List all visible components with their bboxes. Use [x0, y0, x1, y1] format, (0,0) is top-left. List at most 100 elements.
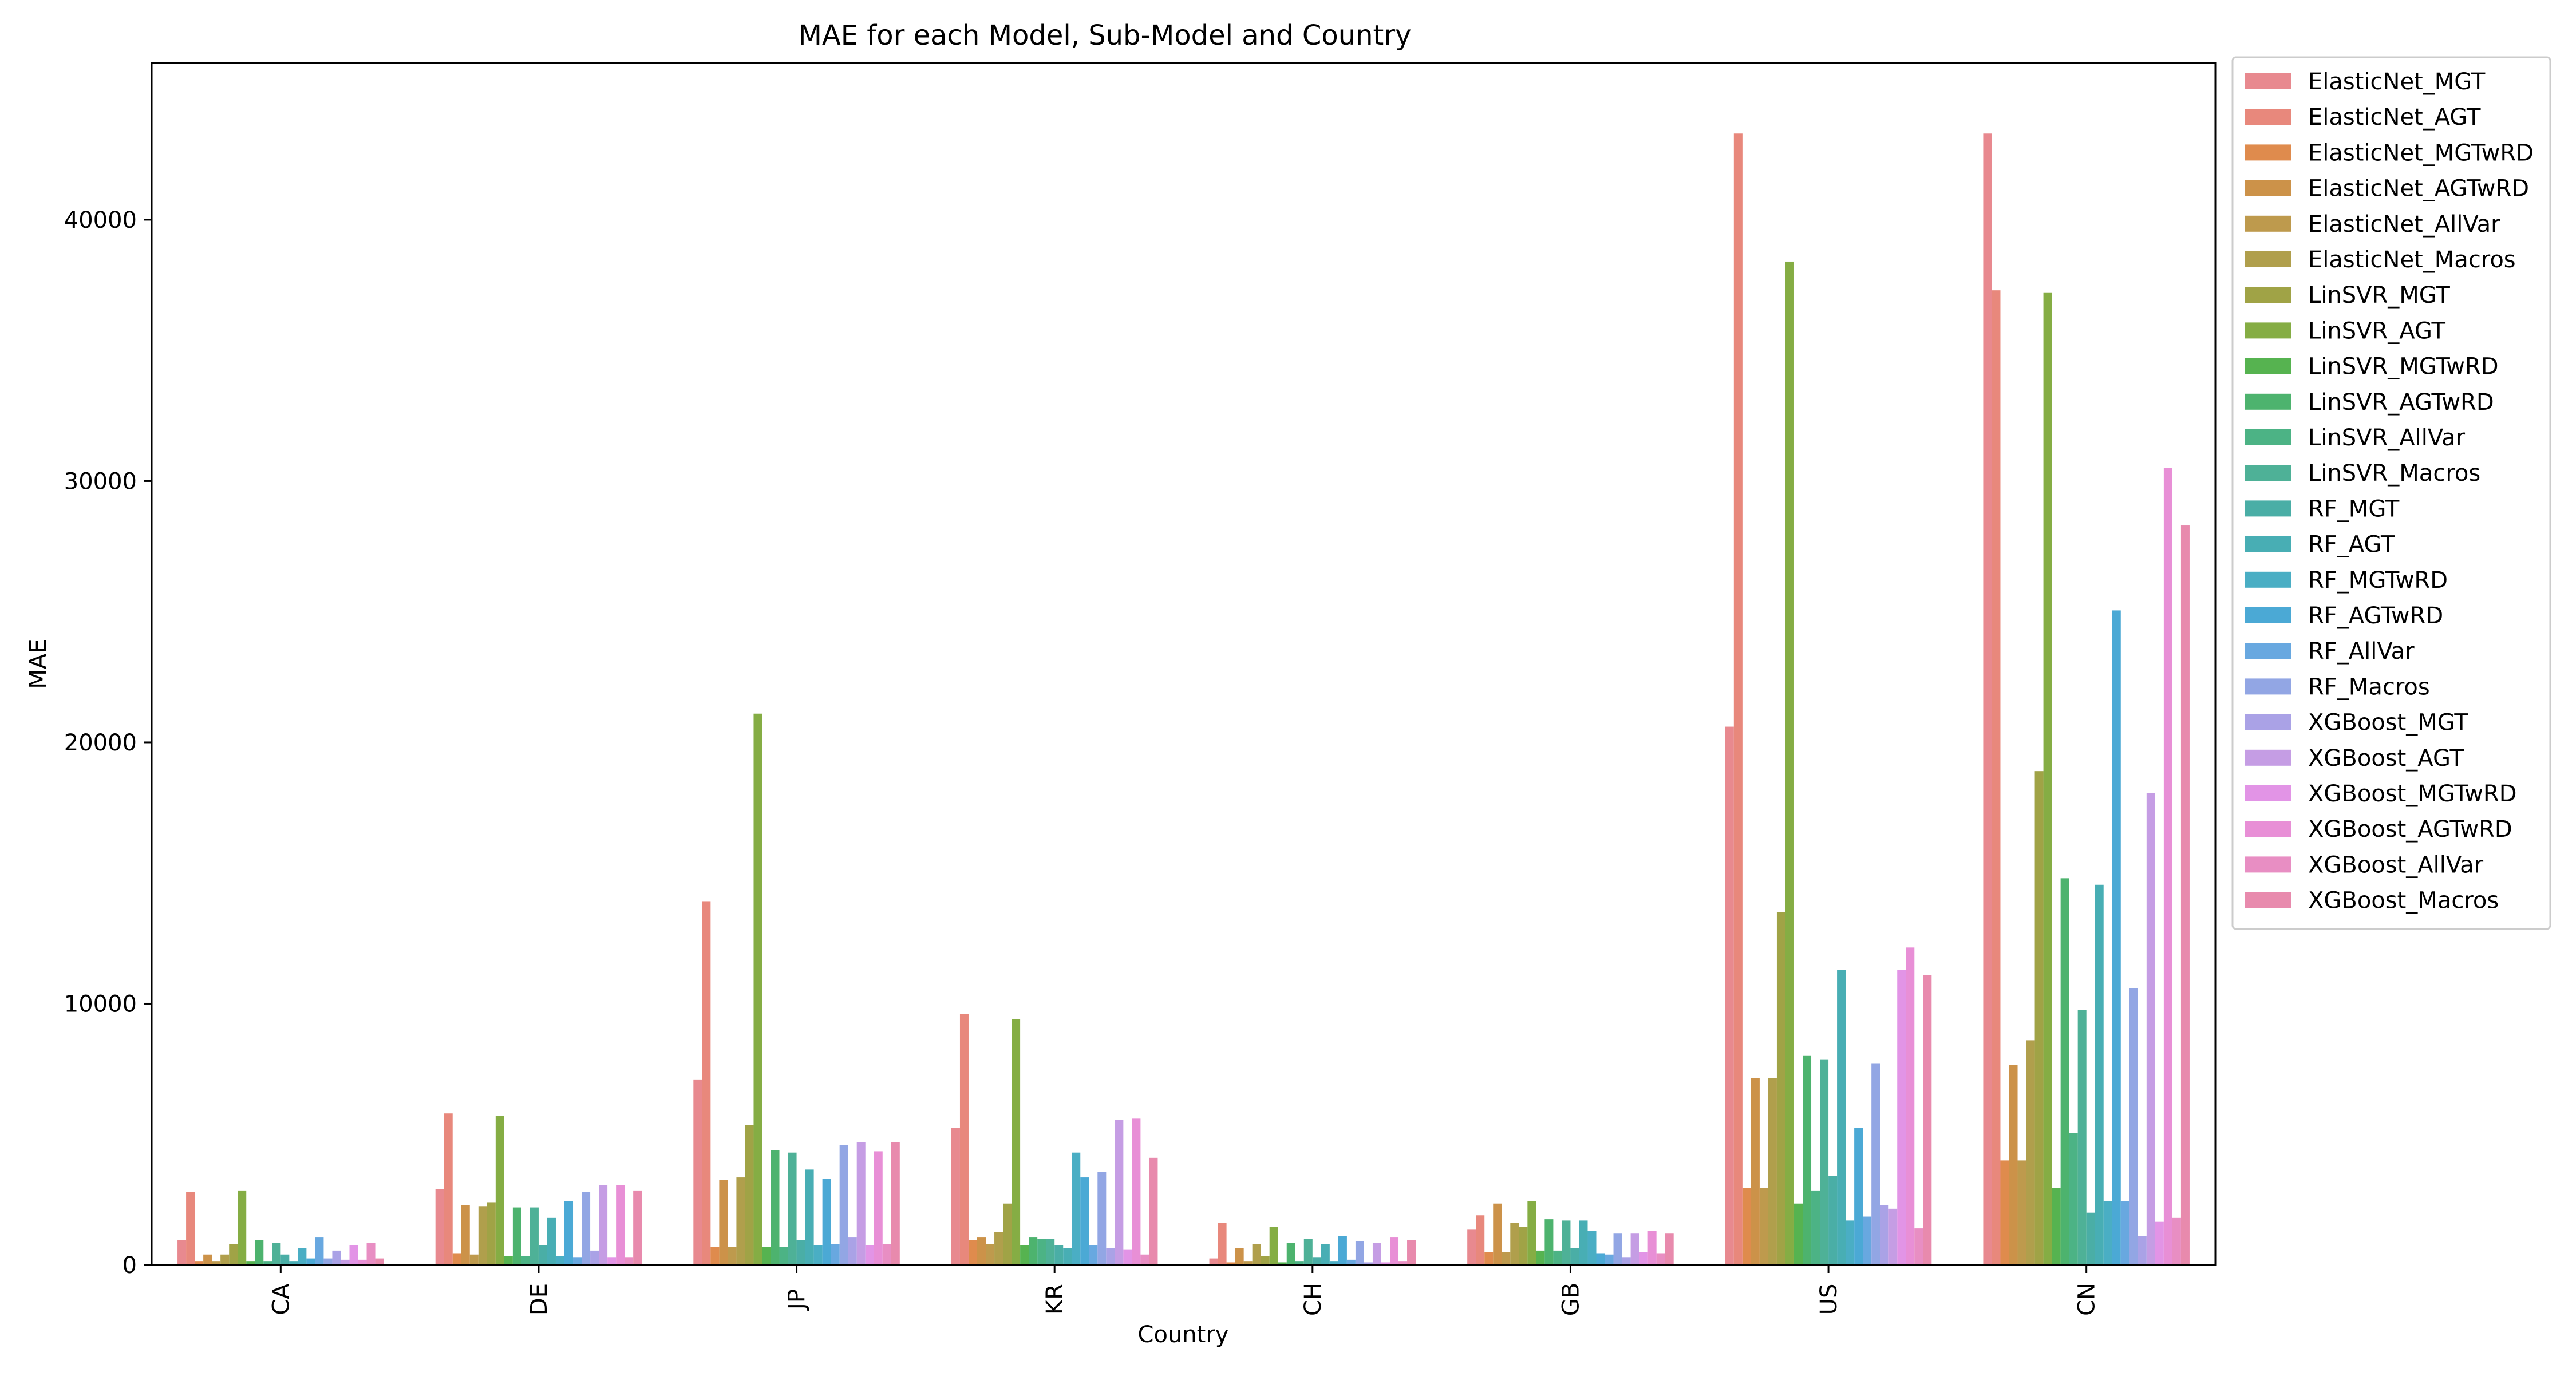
legend-label: LinSVR_AGTwRD	[2308, 389, 2494, 416]
bar-ElasticNet_MGT-KR	[951, 1128, 960, 1265]
chart-title: MAE for each Model, Sub-Model and Countr…	[798, 19, 1411, 52]
bar-XGBoost_AGT-CH	[1372, 1243, 1381, 1265]
bar-RF_MGTwRD-CA	[298, 1248, 307, 1265]
plot-frame	[151, 62, 2217, 1266]
bar-XGBoost_MGTwRD-GB	[1639, 1252, 1648, 1265]
bar-XGBoost_MGTwRD-CA	[349, 1245, 358, 1265]
bar-ElasticNet_MGT-US	[1725, 726, 1734, 1265]
bar-XGBoost_MGT-JP	[848, 1237, 857, 1265]
bar-ElasticNet_AGT-CA	[186, 1192, 195, 1265]
y-tick-label: 40000	[64, 207, 137, 234]
legend-swatch	[2245, 287, 2291, 303]
bar-ElasticNet_AGT-US	[1733, 133, 1743, 1265]
bar-XGBoost_MGT-CN	[2138, 1236, 2147, 1265]
legend-swatch	[2245, 714, 2291, 730]
bar-LinSVR_Macros-DE	[530, 1207, 539, 1265]
bar-ElasticNet_MGT-GB	[1467, 1229, 1476, 1265]
x-axis-label: Country	[1138, 1322, 1229, 1348]
bar-ElasticNet_MGTwRD-KR	[968, 1240, 977, 1265]
bar-RF_MGTwRD-KR	[1072, 1152, 1081, 1265]
bar-RF_Macros-KR	[1097, 1172, 1107, 1265]
legend-swatch	[2245, 785, 2291, 801]
bar-RF_AGTwRD-CN	[2112, 610, 2121, 1265]
bar-LinSVR_AllVar-JP	[779, 1247, 788, 1265]
legend-swatch	[2245, 536, 2291, 552]
bar-LinSVR_MGTwRD-GB	[1536, 1250, 1545, 1265]
legend-swatch	[2245, 215, 2291, 232]
legend-swatch	[2245, 892, 2291, 908]
bar-XGBoost_Macros-GB	[1665, 1233, 1674, 1265]
bar-ElasticNet_Macros-US	[1768, 1078, 1777, 1265]
x-tick-label: CA	[268, 1283, 294, 1315]
x-tick-label: CN	[2074, 1283, 2100, 1316]
bar-RF_AGTwRD-CA	[306, 1258, 315, 1265]
bar-ElasticNet_AGTwRD-KR	[977, 1237, 986, 1265]
bar-RF_MGTwRD-DE	[555, 1256, 564, 1265]
bar-RF_AGT-CH	[1321, 1244, 1330, 1265]
bar-ElasticNet_AGTwRD-US	[1751, 1078, 1760, 1265]
x-tick-label: JP	[784, 1289, 811, 1311]
bar-RF_MGT-CN	[2086, 1212, 2095, 1265]
bar-XGBoost_MGTwRD-US	[1897, 970, 1906, 1265]
bar-RF_MGT-KR	[1054, 1245, 1064, 1265]
bar-LinSVR_MGTwRD-DE	[504, 1256, 513, 1265]
bar-RF_MGT-US	[1828, 1176, 1838, 1265]
bar-RF_MGT-GB	[1570, 1248, 1579, 1265]
bar-LinSVR_AllVar-CA	[263, 1261, 272, 1265]
bar-LinSVR_AGT-GB	[1527, 1201, 1536, 1265]
bar-XGBoost_MGT-US	[1880, 1205, 1889, 1265]
bar-ElasticNet_MGTwRD-JP	[710, 1247, 720, 1265]
legend-swatch	[2245, 500, 2291, 517]
legend-label: XGBoost_AGTwRD	[2308, 816, 2512, 843]
bar-RF_Macros-CN	[2129, 988, 2138, 1265]
bar-RF_AllVar-DE	[573, 1257, 582, 1265]
legend-swatch	[2245, 429, 2291, 445]
legend-swatch	[2245, 571, 2291, 588]
bar-RF_Macros-DE	[582, 1192, 591, 1265]
bar-LinSVR_Macros-CN	[2077, 1010, 2087, 1265]
bar-LinSVR_Macros-JP	[788, 1152, 797, 1265]
bar-LinSVR_AGTwRD-KR	[1029, 1237, 1038, 1265]
legend-label: ElasticNet_AGT	[2308, 104, 2481, 131]
legend-swatch	[2245, 144, 2291, 161]
legend-label: ElasticNet_MGT	[2308, 69, 2486, 95]
bar-ElasticNet_MGT-CH	[1209, 1258, 1218, 1265]
bar-ElasticNet_MGTwRD-CN	[2000, 1160, 2009, 1265]
bar-LinSVR_MGT-DE	[487, 1202, 496, 1265]
bar-XGBoost_AGT-CN	[2146, 793, 2155, 1265]
legend-label: LinSVR_MGT	[2308, 282, 2450, 309]
bar-XGBoost_AGTwRD-CH	[1390, 1237, 1399, 1265]
bar-ElasticNet_AllVar-KR	[986, 1244, 995, 1265]
bar-RF_AGTwRD-GB	[1596, 1253, 1605, 1265]
bar-XGBoost_Macros-CA	[375, 1258, 384, 1265]
x-axis: CA DE JP KR CH GB US CN	[268, 1265, 2100, 1316]
bar-XGBoost_AGT-DE	[599, 1185, 608, 1265]
bar-XGBoost_AllVar-GB	[1656, 1253, 1665, 1265]
bar-RF_MGTwRD-CN	[2103, 1201, 2112, 1265]
bar-XGBoost_AGT-JP	[856, 1142, 866, 1265]
legend-label: LinSVR_Macros	[2308, 460, 2480, 487]
bar-XGBoost_AllVar-DE	[625, 1257, 634, 1265]
bar-LinSVR_MGT-JP	[745, 1125, 754, 1265]
legend-label: RF_MGTwRD	[2308, 567, 2448, 594]
bar-XGBoost_AllVar-JP	[882, 1244, 891, 1265]
bar-LinSVR_MGTwRD-JP	[762, 1247, 771, 1265]
bar-ElasticNet_MGTwRD-CA	[195, 1261, 204, 1265]
bar-ElasticNet_MGT-CA	[177, 1240, 187, 1265]
legend-label: XGBoost_AllVar	[2308, 852, 2484, 878]
y-axis-label: MAE	[25, 639, 52, 689]
legend-label: XGBoost_MGTwRD	[2308, 781, 2517, 807]
bar-RF_AllVar-JP	[831, 1244, 840, 1265]
bar-LinSVR_AllVar-US	[1811, 1190, 1820, 1265]
bar-XGBoost_AGT-GB	[1630, 1233, 1639, 1265]
bar-LinSVR_Macros-US	[1820, 1059, 1829, 1265]
bar-RF_AllVar-CH	[1346, 1259, 1356, 1265]
bar-ElasticNet_AllVar-JP	[728, 1247, 737, 1265]
x-tick-label: KR	[1042, 1284, 1068, 1315]
bar-LinSVR_Macros-GB	[1562, 1220, 1571, 1265]
bar-RF_AGT-CN	[2095, 884, 2104, 1265]
bar-ElasticNet_MGTwRD-CH	[1226, 1262, 1235, 1265]
bar-XGBoost_MGT-GB	[1622, 1257, 1631, 1265]
bar-ElasticNet_MGTwRD-GB	[1484, 1252, 1494, 1265]
bar-ElasticNet_Macros-CA	[220, 1254, 230, 1265]
